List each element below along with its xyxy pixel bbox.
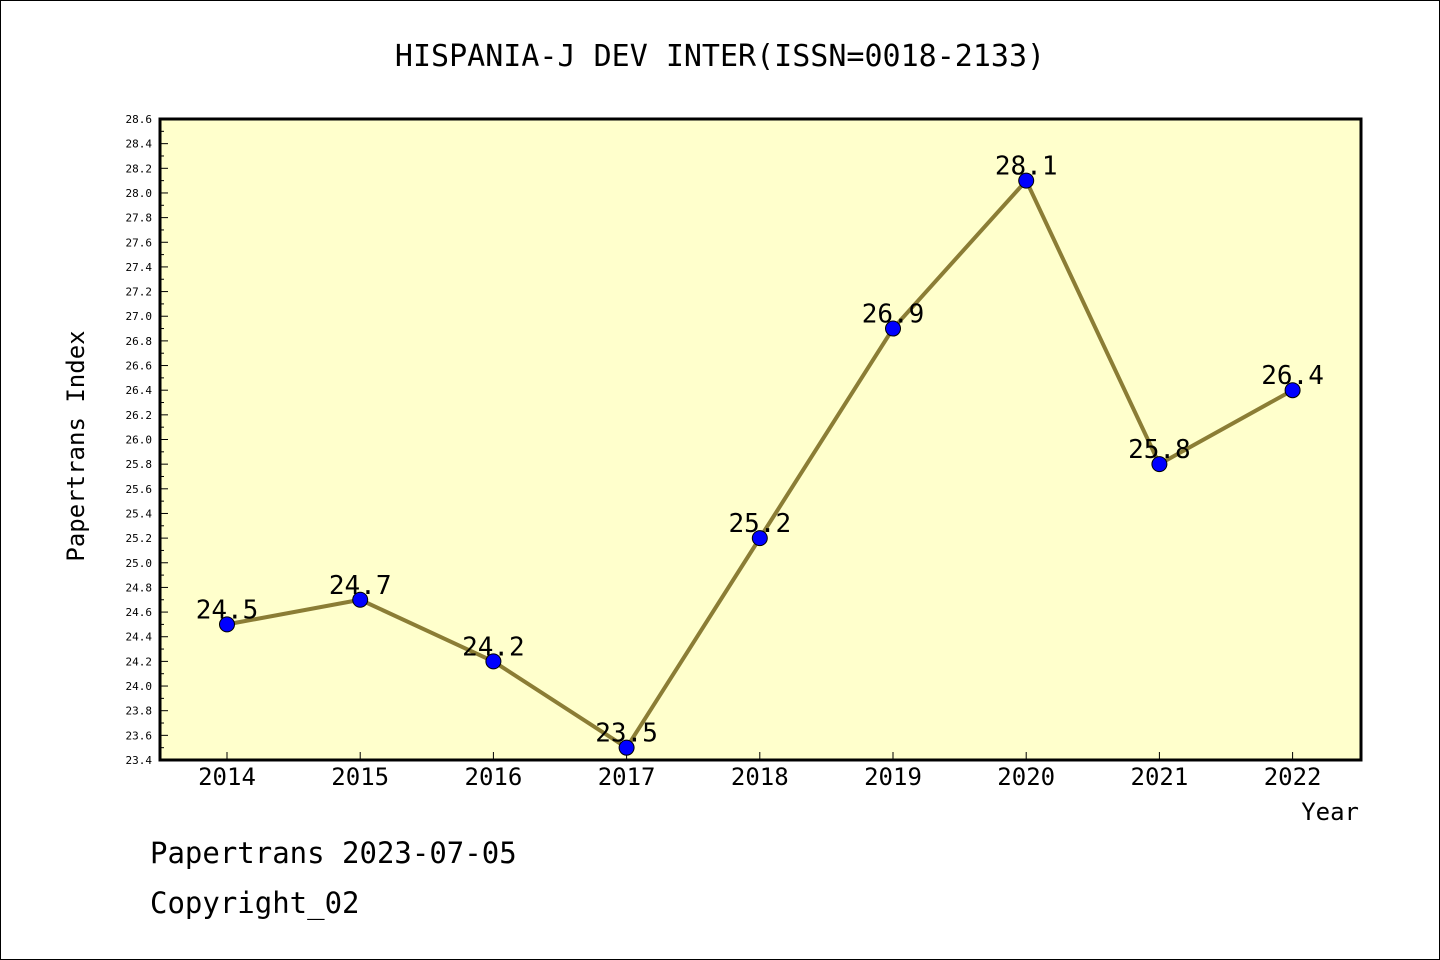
footer-date: Papertrans 2023-07-05 [150,836,517,870]
y-tick-label: 24.4 [126,631,153,644]
y-tick-label: 25.0 [126,557,153,570]
y-tick-label: 24.6 [126,606,153,619]
data-point [1151,456,1168,473]
y-tick-label: 24.8 [126,581,153,594]
data-label: 24.2 [462,632,525,662]
y-tick-label: 27.4 [126,261,153,274]
y-tick-label: 23.6 [126,729,153,742]
y-axis: 23.4 23.6 23.8 24.0 24.2 24.4 24.6 24.8 25.0 25.2… [126,113,168,767]
data-point [219,616,235,633]
y-tick-label: 26.4 [126,384,153,397]
y-tick-label: 26.2 [126,409,153,422]
y-tick-label: 24.2 [126,655,153,668]
x-tick-label: 2016 [465,763,523,791]
x-axis: 2014 2015 2016 2017 2018 2019 2020 2021 2022 [198,752,1321,791]
x-tick-label: 2019 [864,763,922,791]
y-tick-label: 28.4 [126,138,153,151]
data-label: 28.1 [995,152,1058,182]
x-tick-label: 2015 [331,763,389,791]
data-label: 26.4 [1261,361,1324,391]
data-label: 25.8 [1128,435,1191,465]
x-tick-label: 2014 [198,763,256,791]
data-point [885,320,901,337]
plot-area [158,117,1363,762]
x-tick-label: 2018 [731,763,789,791]
x-axis-title: Year [1301,798,1359,826]
chart-title: HISPANIA-J DEV INTER(ISSN=0018-2133) [395,39,1045,74]
data-labels: 24.5 24.7 24.2 23.5 25.2 26.9 28.1 25.8 26.4 [196,152,1324,749]
data-point [352,591,369,608]
y-tick-label: 25.6 [126,483,153,496]
y-tick-label: 26.8 [126,335,153,348]
x-tick-label: 2020 [997,763,1055,791]
y-tick-label: 27.6 [126,236,153,249]
x-tick-label: 2017 [598,763,656,791]
data-point [485,653,502,670]
y-tick-label: 25.4 [126,507,153,520]
y-tick-label: 24.0 [126,680,153,693]
y-tick-label: 28.6 [126,113,153,126]
y-tick-label: 26.6 [126,360,153,373]
y-tick-label: 28.2 [126,162,153,175]
data-label: 25.2 [728,509,791,539]
data-point [1018,172,1035,189]
data-label: 26.9 [862,300,925,330]
footer-copyright: Copyright_02 [150,886,360,920]
y-axis-title: Papertrans Index [62,330,90,561]
data-point [618,739,635,756]
x-tick-label: 2021 [1131,763,1189,791]
data-label: 24.7 [329,571,392,601]
y-tick-label: 26.0 [126,434,153,447]
y-tick-label: 25.8 [126,458,153,471]
y-tick-label: 23.8 [126,705,153,718]
y-tick-label: 28.0 [126,187,153,200]
y-tick-label: 27.0 [126,310,153,323]
data-point [751,530,768,547]
data-label: 23.5 [595,719,658,749]
data-label: 24.5 [196,595,259,625]
y-tick-label: 25.2 [126,532,153,545]
x-tick-label: 2022 [1264,763,1322,791]
y-tick-label: 23.4 [126,754,153,767]
y-tick-label: 27.8 [126,212,153,225]
data-points [219,172,1301,756]
y-tick-label: 27.2 [126,286,153,299]
data-point [1284,382,1301,399]
